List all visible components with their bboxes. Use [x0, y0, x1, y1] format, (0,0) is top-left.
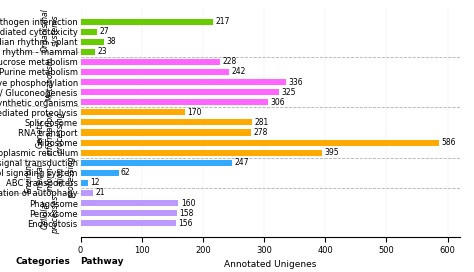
Bar	[81, 140, 439, 146]
Text: Organismal
systems: Organismal systems	[41, 8, 60, 52]
Bar	[81, 89, 279, 95]
Bar	[81, 129, 251, 135]
Text: 336: 336	[289, 78, 303, 86]
Text: 247: 247	[234, 158, 248, 167]
Text: 23: 23	[97, 47, 107, 56]
Text: 38: 38	[106, 37, 116, 46]
Text: 325: 325	[282, 88, 296, 97]
Text: Cellular
processes: Cellular processes	[41, 196, 60, 234]
Text: 586: 586	[441, 138, 456, 147]
Text: Environ-
mental
inform-
ation
processing: Environ- mental inform- ation processing	[25, 156, 75, 197]
Bar	[81, 49, 95, 55]
Bar	[81, 180, 88, 186]
Bar	[81, 220, 176, 226]
Text: 217: 217	[216, 17, 230, 26]
Text: 12: 12	[91, 178, 100, 187]
Bar	[81, 210, 177, 216]
Bar	[81, 109, 184, 115]
Bar	[81, 160, 232, 166]
Text: 281: 281	[255, 118, 269, 127]
Text: 278: 278	[253, 128, 267, 137]
Bar	[81, 39, 104, 45]
Bar	[81, 18, 213, 24]
Text: Categories: Categories	[15, 257, 70, 266]
Text: 27: 27	[100, 27, 109, 36]
Text: 62: 62	[121, 168, 130, 177]
Text: 395: 395	[325, 148, 339, 157]
Text: 160: 160	[181, 199, 195, 208]
Bar	[81, 79, 286, 85]
Bar	[81, 29, 97, 35]
Text: 228: 228	[222, 57, 237, 66]
Text: 158: 158	[180, 209, 194, 218]
X-axis label: Annotated Unigenes: Annotated Unigenes	[224, 259, 316, 268]
Bar	[81, 99, 268, 105]
Bar	[81, 59, 220, 65]
Text: Metabolism: Metabolism	[46, 57, 55, 101]
Bar	[81, 150, 322, 156]
Bar	[81, 190, 93, 196]
Text: 156: 156	[178, 219, 193, 228]
Bar	[81, 119, 253, 125]
Bar	[81, 69, 228, 75]
Text: Pathway: Pathway	[81, 257, 124, 266]
Text: 306: 306	[270, 98, 285, 107]
Text: 242: 242	[231, 67, 246, 76]
Bar	[81, 200, 178, 206]
Text: 170: 170	[187, 108, 201, 117]
Bar	[81, 170, 118, 176]
Text: Genetic
information
processing: Genetic information processing	[36, 111, 65, 155]
Text: 21: 21	[96, 188, 105, 197]
